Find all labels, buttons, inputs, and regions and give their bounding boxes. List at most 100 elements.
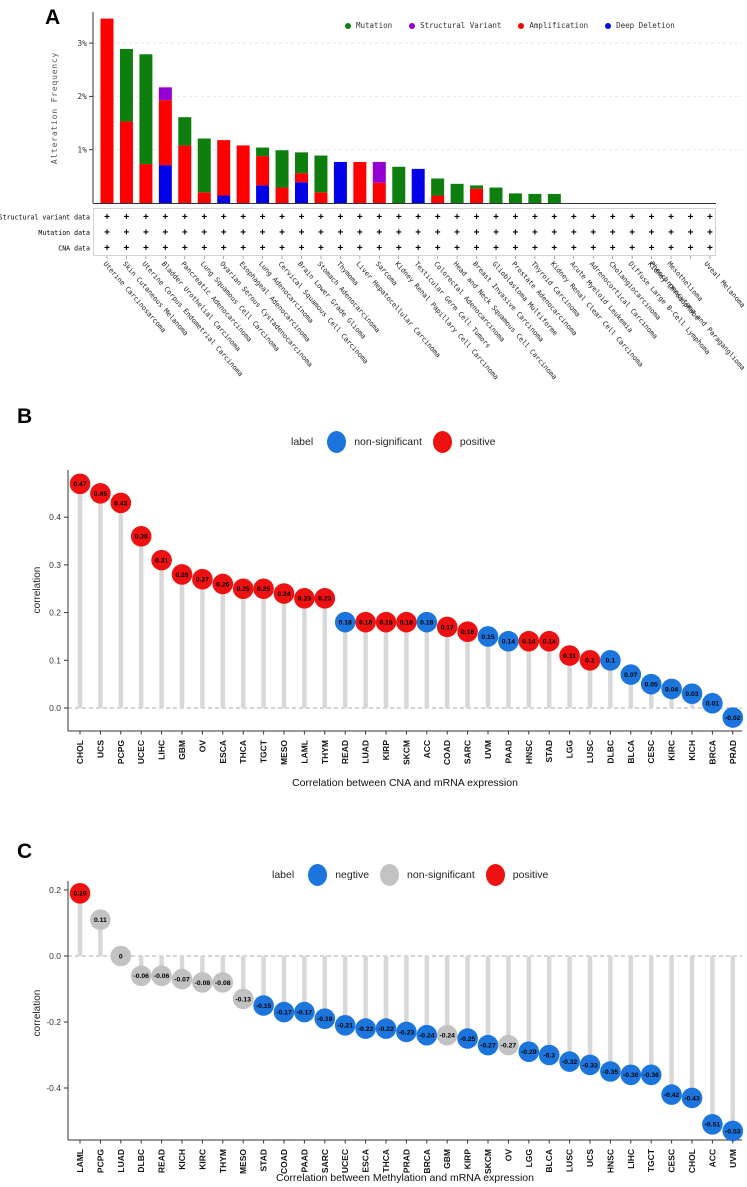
bar-segment-mutation [256,147,270,157]
bar-segment-amplification [178,145,192,203]
lollipop-dot [538,630,560,652]
lollipop-dot [355,611,376,633]
presence-plus-mark: + [279,228,285,239]
lollipop-dot [90,909,111,930]
lollipop-dot [171,968,193,990]
presence-plus-mark: + [649,228,655,239]
bar-segment-mutation [139,54,153,165]
dot-value-label: 0.11 [563,653,576,660]
bar-segment-amplification [119,121,133,203]
presence-plus-mark: + [104,243,110,254]
lollipop-dot [294,587,315,609]
lollipop-dot [253,995,274,1016]
presence-plus-mark: + [396,243,402,254]
x-tick-label: LUAD [361,740,371,764]
legend-label-positive: positive [512,869,549,881]
lollipop-dot [212,573,234,595]
lollipop-dot [518,630,540,652]
y-axis-title: correlation [32,990,43,1037]
x-tick-label: ESCA [361,1149,371,1173]
legend-item-amplification: Amplification [518,21,588,30]
presence-plus-mark: + [610,212,616,223]
dot-value-label: -0.23 [399,1029,415,1036]
dot-value-label: -0.27 [480,1043,496,1050]
presence-plus-mark: + [337,228,343,239]
dot-value-label: -0.02 [725,715,741,722]
presence-plus-mark: + [337,243,343,254]
lollipop-dot [314,1008,336,1029]
dot-value-label: -0.29 [521,1049,537,1056]
dot-value-label: 0.14 [543,639,556,646]
dot-value-label: 0.01 [706,701,719,708]
dot-value-label: -0.42 [664,1092,680,1099]
lollipop-dot [69,473,91,495]
dot-value-label: 0.15 [481,634,494,641]
y-tick-label: 0.0 [49,703,61,713]
y-tick-label: 3% [77,39,87,48]
dot-value-label: 0.05 [645,682,658,689]
presence-plus-mark: + [551,243,557,254]
deep-deletion-dot-icon [605,22,612,29]
presence-plus-mark: + [221,212,227,223]
dot-value-label: -0.24 [419,1033,435,1040]
lollipop-dot [559,1051,580,1072]
dot-value-label: 0.04 [665,686,678,693]
presence-plus-mark: + [124,243,130,254]
y-tick-label: 2% [77,92,87,101]
presence-plus-mark: + [318,228,324,239]
bar-segment-mutation [508,193,522,203]
x-category-label: Diffuse Large B-Cell Lymphoma [627,260,712,356]
presence-plus-mark: + [279,243,285,254]
dot-value-label: 0.26 [216,581,229,588]
dot-value-label: -0.33 [582,1062,598,1069]
lollipop-dot [375,1018,397,1039]
presence-plus-mark: + [493,243,499,254]
presence-plus-mark: + [201,212,207,223]
presence-plus-mark: + [668,243,674,254]
lollipop-dot [416,611,438,633]
x-tick-label: LAML [75,1149,85,1173]
dot-value-label: 0.14 [502,639,515,646]
x-tick-label: OV [197,740,207,753]
bar-segment-mutation [197,138,211,193]
presence-plus-mark: + [240,228,246,239]
presence-plus-mark: + [435,243,441,254]
alteration-frequency-chart: 1% 2% 3% Alteration Frequency Structural var… [0,12,747,381]
dot-value-label: -0.22 [378,1026,394,1033]
dot-value-label: 0.27 [196,577,209,584]
lollipop-dot [192,972,213,993]
presence-plus-mark: + [454,212,460,223]
x-tick-label: MESO [238,1149,248,1174]
presence-plus-mark: + [474,243,480,254]
structural-variant-dot-icon [409,22,416,29]
presence-plus-mark: + [260,212,266,223]
dot-value-label: 0.17 [441,624,454,631]
bar-segment-mutation [431,178,445,196]
dot-value-label: 0.25 [257,586,270,593]
dot-value-label: 0.18 [420,620,433,627]
bar-segment-mutation [489,187,503,203]
legend-item-positive: positive [432,431,496,453]
x-tick-label: PRAD [728,740,738,764]
presence-plus-mark: + [299,228,305,239]
legend-item-deep-deletion: Deep Deletion [605,21,675,30]
presence-plus-mark: + [513,228,519,239]
presence-plus-mark: + [435,212,441,223]
dot-value-label: -0.27 [501,1043,517,1050]
y-tick-label: 1% [77,146,87,155]
lollipop-dot [110,945,132,967]
presence-plus-mark: + [551,212,557,223]
y-tick-label: -0.2 [46,1017,61,1027]
legend-label-amplification: Amplification [529,21,589,30]
x-tick-label: SKCM [483,1149,493,1174]
x-tick-label: LUSC [565,1149,575,1172]
lollipop-dot [212,972,234,993]
presence-plus-mark: + [240,212,246,223]
dot-value-label: 0.16 [461,629,474,636]
dot-value-label: 0.18 [379,620,392,627]
x-tick-label: CHOL [687,1149,697,1173]
dot-value-label: -0.07 [174,977,190,984]
dot-value-label: 0.24 [277,591,290,598]
x-tick-label: KICH [177,1149,187,1170]
